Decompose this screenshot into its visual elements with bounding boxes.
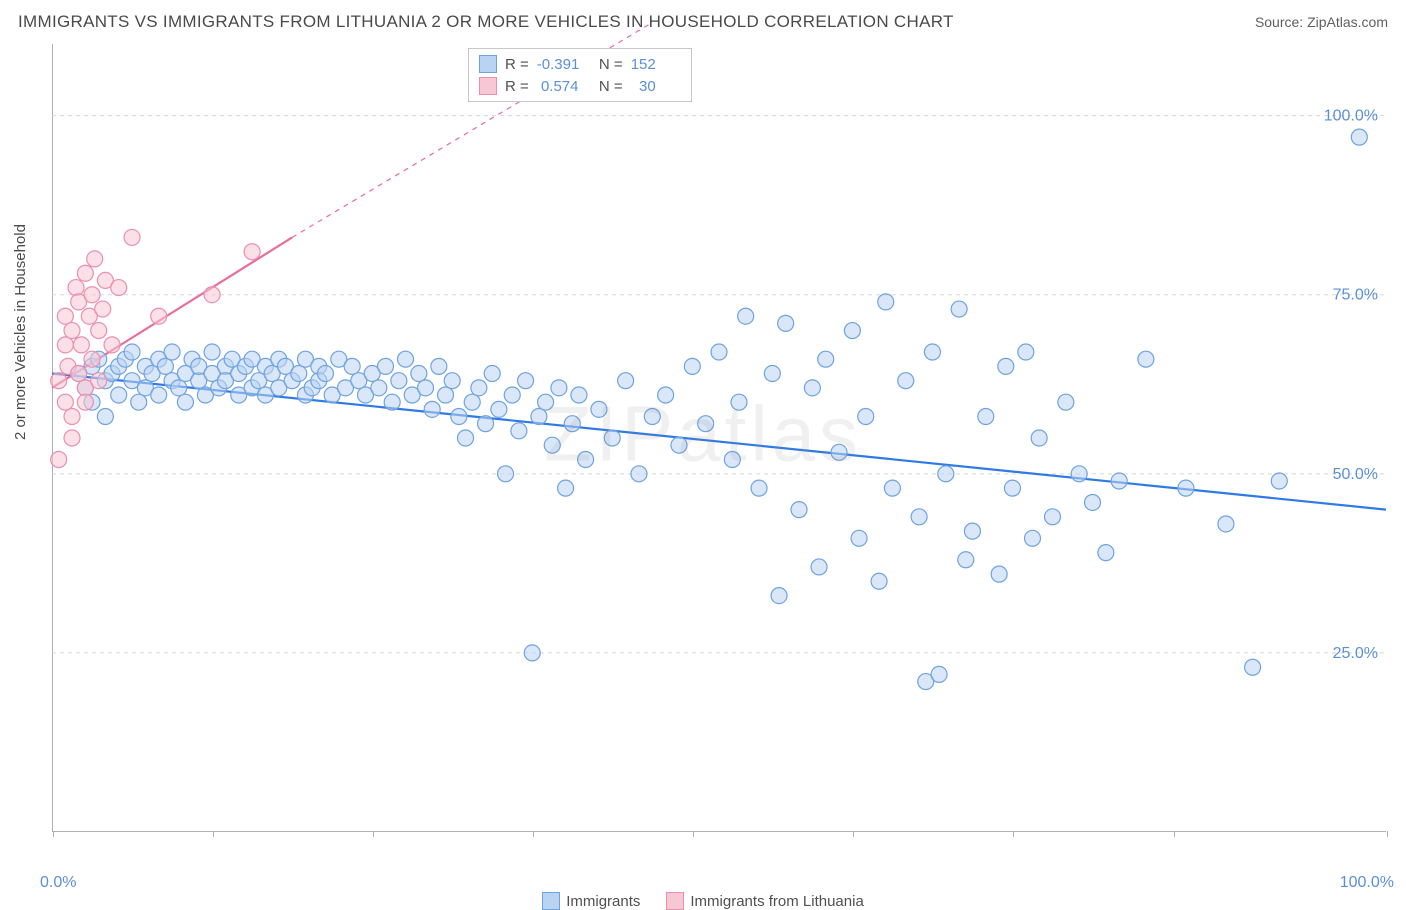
stats-row-series-1: R = -0.391 N = 152 [479,53,681,75]
n-value-1: 152 [631,56,681,73]
legend-label-1: Immigrants [566,893,640,910]
bottom-legend: Immigrants Immigrants from Lithuania [18,892,1388,910]
chart-title: IMMIGRANTS VS IMMIGRANTS FROM LITHUANIA … [18,12,954,32]
legend-swatch-2 [666,892,684,910]
svg-text:50.0%: 50.0% [1333,466,1378,483]
legend-swatch-1 [542,892,560,910]
r-label: R = [505,78,529,95]
stats-row-series-2: R = 0.574 N = 30 [479,75,681,97]
n-label: N = [595,78,623,95]
swatch-series-2 [479,77,497,95]
swatch-series-1 [479,55,497,73]
svg-text:100.0%: 100.0% [1324,108,1378,125]
y-axis-label: 2 or more Vehicles in Household [12,224,29,440]
stats-legend-box: R = -0.391 N = 152 R = 0.574 N = 30 [468,48,692,102]
legend-label-2: Immigrants from Lithuania [690,893,863,910]
x-axis-min-label: 0.0% [40,874,76,892]
legend-item-1: Immigrants [542,892,640,910]
r-value-2: 0.574 [537,78,587,95]
svg-text:75.0%: 75.0% [1333,287,1378,304]
x-axis-max-label: 100.0% [1340,874,1394,892]
n-value-2: 30 [631,78,681,95]
svg-text:25.0%: 25.0% [1333,645,1378,662]
source-attribution: Source: ZipAtlas.com [1255,14,1388,30]
chart-container: 2 or more Vehicles in Household 25.0%50.… [18,40,1388,860]
scatter-plot: 25.0% 50.0% 75.0% 100.0% [52,44,1386,832]
legend-item-2: Immigrants from Lithuania [666,892,863,910]
r-value-1: -0.391 [537,56,587,73]
n-label: N = [595,56,623,73]
r-label: R = [505,56,529,73]
